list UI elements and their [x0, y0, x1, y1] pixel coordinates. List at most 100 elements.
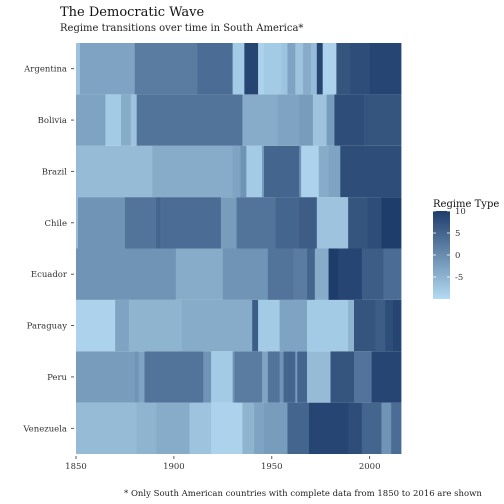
legend: Regime Type 10 5 0 -5: [433, 199, 499, 299]
heatmap-cell: [76, 94, 106, 146]
heatmap-cell: [242, 94, 279, 146]
x-tick-label: 2000: [359, 462, 381, 472]
heatmap-cell: [295, 351, 298, 403]
heatmap-cell: [348, 402, 363, 455]
heatmap-cell: [287, 43, 296, 95]
heatmap-cell: [330, 351, 355, 403]
heatmap-cell: [220, 197, 237, 249]
heatmap-cell: [328, 145, 341, 198]
heatmap-cell: [295, 43, 304, 95]
heatmap-cell: [263, 402, 288, 455]
heatmap-cell: [76, 43, 81, 95]
heatmap-cell: [203, 351, 212, 403]
heatmap-cell: [152, 145, 234, 198]
heatmap-cell: [297, 351, 308, 403]
x-axis: 1850 1900 1950 2000: [65, 456, 380, 472]
heatmap-cell: [136, 94, 243, 146]
y-tick-label: Venezuela: [22, 424, 67, 434]
heatmap-cell: [254, 402, 265, 455]
heatmap-cell: [277, 94, 300, 146]
heatmap-cell: [350, 43, 371, 95]
heatmap-cell: [310, 43, 318, 95]
heatmap-cell: [244, 43, 259, 95]
heatmap-cell: [316, 197, 349, 249]
heatmap-cell: [242, 402, 255, 455]
heatmap-cell: [252, 299, 259, 352]
legend-tick-label: -5: [455, 273, 463, 283]
heatmap-cell: [303, 43, 312, 95]
heatmap-cell: [393, 299, 402, 352]
y-tick-label: Argentina: [23, 65, 67, 75]
heatmap-cell: [130, 94, 138, 146]
heatmap-cell: [232, 351, 235, 403]
heatmap-cell: [234, 351, 263, 403]
heatmap-cell: [322, 43, 337, 95]
heatmap-cell: [383, 248, 402, 300]
heatmap-cell: [312, 94, 327, 146]
heatmap-cell: [348, 299, 355, 352]
heatmap-cell: [338, 248, 363, 300]
heatmap-cell: [128, 299, 183, 352]
heatmap-cell: [76, 299, 116, 352]
heatmap-cell: [263, 145, 300, 198]
heatmap-cell: [328, 248, 339, 300]
heatmap-cell: [275, 197, 300, 249]
heatmap-cell: [361, 402, 382, 455]
heatmap-cell: [134, 43, 198, 95]
chart-subtitle: Regime transitions over time in South Am…: [60, 23, 303, 34]
heatmap-cell: [76, 145, 153, 198]
heatmap-cell: [299, 94, 314, 146]
heatmap-cell: [299, 197, 318, 249]
heatmap-cell: [236, 197, 277, 249]
heatmap-cell: [77, 197, 126, 249]
y-tick-label: Paraguay: [27, 322, 68, 332]
heatmap-cell: [258, 43, 265, 95]
heatmap-cell: [279, 299, 308, 352]
heatmap-cell: [138, 351, 145, 403]
heatmap-cell: [281, 43, 288, 95]
y-tick-label: Brazil: [42, 167, 68, 177]
heatmap-cell: [136, 402, 157, 455]
heatmap-cell: [316, 43, 324, 95]
y-tick-label: Chile: [45, 219, 67, 229]
heatmap-cell: [144, 351, 204, 403]
heatmap-cell: [369, 43, 402, 95]
legend-tick-label: 10: [455, 207, 466, 217]
heatmap-cell: [354, 351, 373, 403]
heatmap-cell: [326, 94, 335, 146]
heatmap-cell: [76, 351, 136, 403]
heatmap-cell: [367, 197, 382, 249]
heatmap-cell: [121, 94, 132, 146]
heatmap-cell: [175, 248, 224, 300]
y-axis: Venezuela Peru Paraguay Ecuador Chile Brazil B…: [22, 65, 74, 434]
heatmap-cell: [160, 197, 222, 249]
heatmap-cell: [307, 299, 349, 352]
heatmap-cell: [381, 197, 402, 249]
heatmap-cell: [197, 43, 234, 95]
heatmap-cell: [189, 402, 212, 455]
chart-caption: * Only South American countries with com…: [124, 489, 482, 499]
heatmap-cell: [307, 248, 316, 300]
heatmap-cell: [307, 351, 331, 403]
heatmap-cell: [105, 94, 122, 146]
heatmap-cell: [301, 145, 320, 198]
heatmap-cell: [258, 299, 281, 352]
heatmap-cell: [318, 145, 329, 198]
legend-tick-label: 0: [455, 251, 460, 261]
legend-title: Regime Type: [433, 199, 499, 210]
heatmap-cell: [381, 402, 392, 455]
heatmap-cell: [348, 197, 369, 249]
heatmap-cell: [299, 145, 302, 198]
heatmap-cell: [261, 145, 265, 198]
y-tick-label: Bolivia: [38, 116, 67, 126]
legend-tick-label: 5: [455, 229, 460, 239]
heatmap-cell: [181, 299, 253, 352]
heatmap-cell: [336, 43, 351, 95]
heatmap-cell: [279, 351, 284, 403]
plot-area: [76, 43, 402, 455]
heatmap-cell: [134, 351, 140, 403]
heatmap-cell: [385, 299, 394, 352]
heatmap-cell: [334, 94, 365, 146]
heatmap-cell: [363, 94, 402, 146]
heatmap-cell: [156, 402, 190, 455]
